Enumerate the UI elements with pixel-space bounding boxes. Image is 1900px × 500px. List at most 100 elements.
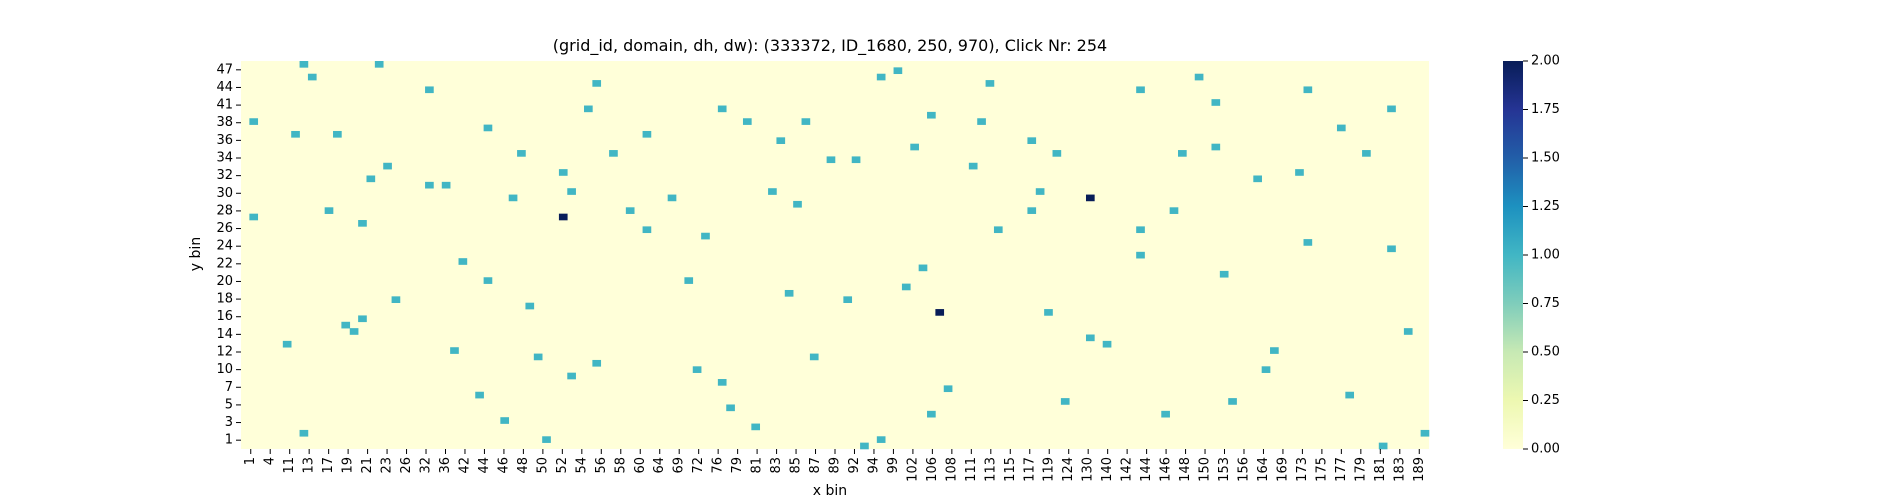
heatmap-background xyxy=(241,61,1429,449)
heatmap-cell xyxy=(684,277,694,284)
x-tick-label: 23 xyxy=(380,457,395,474)
x-tick-label: 111 xyxy=(964,457,979,482)
heatmap-cell xyxy=(567,372,576,380)
y-tick-label: 14 xyxy=(216,327,233,342)
heatmap-cell xyxy=(717,379,727,386)
x-tick-label: 81 xyxy=(750,457,765,474)
heatmap-cell xyxy=(542,436,551,443)
colorbar-tick-label: 1.00 xyxy=(1531,248,1560,263)
heatmap-cell xyxy=(1136,251,1145,259)
heatmap-cell xyxy=(1085,194,1095,202)
heatmap-cell xyxy=(793,200,802,208)
y-tick-label: 38 xyxy=(216,115,233,130)
heatmap-cell xyxy=(1387,105,1396,113)
x-tick-label: 76 xyxy=(711,457,726,474)
x-tick-label: 115 xyxy=(1003,457,1018,482)
heatmap-cell xyxy=(349,328,359,335)
heatmap-cell xyxy=(826,156,836,164)
x-tick-label: 92 xyxy=(847,457,862,474)
heatmap-cell xyxy=(809,353,819,361)
heatmap-cell xyxy=(742,118,752,125)
heatmap-cell xyxy=(784,289,794,297)
colorbar-tick-label: 0.50 xyxy=(1531,345,1560,360)
heatmap-cell xyxy=(609,150,618,157)
heatmap-cell xyxy=(249,118,259,125)
y-tick-label: 3 xyxy=(225,415,233,430)
heatmap-cell xyxy=(299,61,309,68)
heatmap-cell xyxy=(1261,366,1271,373)
x-tick-label: 32 xyxy=(419,457,434,474)
x-tick-label: 42 xyxy=(457,457,472,474)
heatmap-cell xyxy=(625,207,635,214)
x-tick-label: 113 xyxy=(983,457,998,482)
x-tick-label: 181 xyxy=(1373,457,1388,482)
x-tick-label: 36 xyxy=(438,457,453,474)
y-tick-label: 44 xyxy=(216,80,233,95)
x-tick-label: 124 xyxy=(1061,457,1076,482)
y-tick-label: 36 xyxy=(216,133,233,148)
y-tick-label: 7 xyxy=(225,380,233,395)
y-tick-label: 28 xyxy=(216,203,233,218)
x-tick-label: 164 xyxy=(1256,457,1271,482)
y-tick-label: 47 xyxy=(216,62,233,77)
x-tick-label: 175 xyxy=(1314,457,1329,482)
x-tick-label: 148 xyxy=(1178,457,1193,482)
x-tick-label: 19 xyxy=(341,457,356,474)
heatmap-cell xyxy=(701,232,710,240)
heatmap-cell xyxy=(567,188,576,195)
heatmap-cell xyxy=(1211,99,1221,106)
colorbar-tick-label: 0.75 xyxy=(1531,296,1560,311)
heatmap-cell xyxy=(843,296,853,303)
heatmap-cell xyxy=(726,404,735,412)
x-tick-label: 142 xyxy=(1120,457,1135,482)
heatmap-cell xyxy=(1136,226,1145,234)
heatmap-cell xyxy=(642,226,652,234)
x-tick-label: 46 xyxy=(496,457,511,474)
heatmap-cell xyxy=(458,258,468,265)
heatmap-cell xyxy=(383,162,392,170)
heatmap-cell xyxy=(901,283,911,291)
heatmap-cell xyxy=(1420,429,1430,437)
y-tick-label: 32 xyxy=(216,168,233,183)
y-tick-label: 12 xyxy=(216,345,233,360)
y-tick-label: 5 xyxy=(225,397,233,412)
colorbar xyxy=(1503,61,1523,449)
x-tick-label: 153 xyxy=(1217,457,1232,482)
heatmap-cell xyxy=(366,175,376,183)
x-tick-label: 1 xyxy=(243,457,258,465)
heatmap-cell xyxy=(558,169,568,176)
x-tick-label: 58 xyxy=(613,457,628,474)
y-tick-label: 22 xyxy=(216,256,233,271)
heatmap-cell xyxy=(441,181,451,189)
heatmap-cell xyxy=(592,80,602,87)
x-tick-label: 50 xyxy=(535,457,550,474)
heatmap-cell xyxy=(291,130,300,138)
x-tick-label: 169 xyxy=(1275,457,1290,482)
x-tick-label: 69 xyxy=(672,457,687,474)
x-tick-label: 83 xyxy=(769,457,784,474)
heatmap-cell xyxy=(307,73,317,81)
heatmap-cell xyxy=(927,111,936,119)
heatmap-cell xyxy=(483,277,493,284)
x-tick-label: 87 xyxy=(808,457,823,474)
heatmap-cell xyxy=(1060,398,1070,405)
x-tick-label: 156 xyxy=(1236,457,1251,482)
x-tick-label: 150 xyxy=(1198,457,1213,482)
heatmap-cell xyxy=(927,410,936,418)
x-tick-label: 140 xyxy=(1100,457,1115,482)
x-tick-label: 189 xyxy=(1412,457,1427,482)
x-tick-label: 11 xyxy=(282,457,297,474)
heatmap-cell xyxy=(533,353,543,361)
heatmap-cell xyxy=(374,61,384,68)
y-tick-label: 10 xyxy=(216,362,233,377)
heatmap-cell xyxy=(1345,391,1355,399)
x-tick-label: 102 xyxy=(905,457,920,482)
heatmap-cell xyxy=(1027,207,1037,214)
heatmap-cells xyxy=(241,61,1430,450)
x-tick-label: 60 xyxy=(633,457,648,474)
y-tick-label: 18 xyxy=(216,292,233,307)
x-tick-label: 144 xyxy=(1139,457,1154,482)
heatmap-cell xyxy=(985,80,995,87)
heatmap-cell xyxy=(642,130,652,138)
heatmap-cell xyxy=(282,340,292,348)
